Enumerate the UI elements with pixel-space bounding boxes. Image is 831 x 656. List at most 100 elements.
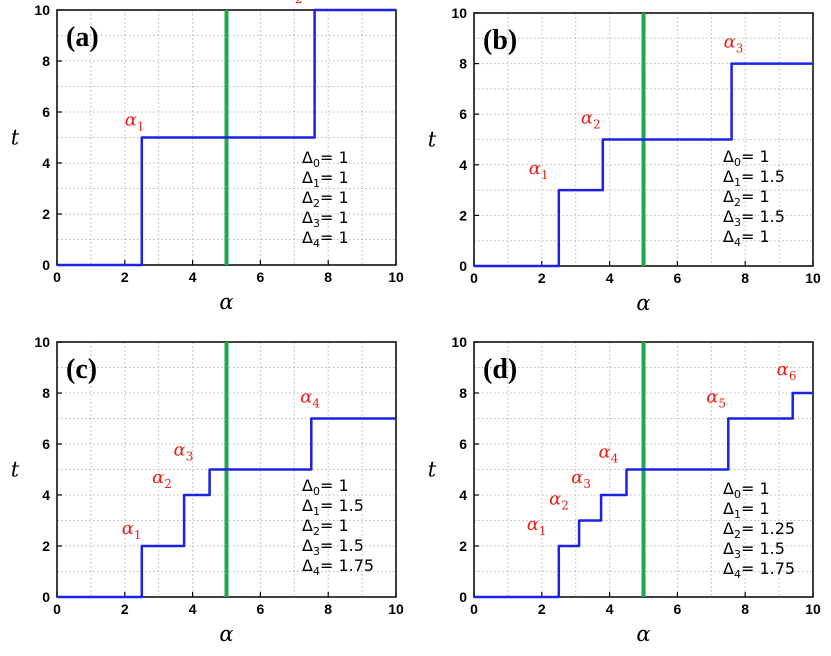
delta-parameter-0: Δ0= 1 [302,476,349,498]
y-tick-label: 2 [42,538,50,554]
alpha-label-4: α4 [300,387,320,411]
delta-parameter-1: Δ1= 1.5 [723,167,785,189]
delta-parameter-2: Δ2= 1 [302,516,349,538]
x-axis-label: α [219,290,233,314]
alpha-label-4: α4 [599,442,619,466]
delta-parameter-1: Δ1= 1 [302,168,349,190]
x-tick-label: 6 [257,269,265,285]
y-tick-label: 2 [459,538,467,554]
x-tick-label: 4 [606,601,614,617]
y-tick-label: 4 [42,487,50,503]
delta-parameter-4: Δ4= 1.75 [723,559,795,581]
delta-parameter-3: Δ3= 1.5 [723,207,785,229]
alpha-label-5: α5 [706,387,726,411]
x-tick-label: 2 [538,601,546,617]
delta-parameter-1: Δ1= 1 [723,499,770,521]
delta-parameter-2: Δ2= 1 [723,187,770,209]
alpha-label-3: α3 [571,467,591,491]
chart-panel-a: 0 2 4 6 8 10 0 2 4 6 8 10 α t (a) α1 α2 Δ0= 1Δ1= 1Δ2= 1Δ3… [11,0,404,314]
x-tick-label: 2 [121,269,129,285]
delta-parameter-4: Δ4= 1 [302,228,349,250]
delta-parameter-0: Δ0= 1 [302,148,349,170]
delta-parameter-4: Δ4= 1 [723,227,770,249]
step-series-line [57,8,396,267]
y-tick-label: 4 [459,157,467,173]
x-tick-label: 6 [674,270,682,286]
x-tick-label: 0 [470,270,478,286]
x-tick-label: 8 [741,601,749,617]
alpha-label-2: α2 [549,489,569,513]
y-tick-label: 6 [459,436,467,452]
y-tick-label: 6 [459,106,467,122]
y-axis-label: t [11,458,20,482]
y-axis-label: t [428,458,437,482]
x-tick-label: 10 [388,601,404,617]
x-tick-label: 10 [805,601,821,617]
x-tick-label: 8 [741,270,749,286]
panel-label: (d) [483,354,517,385]
delta-parameter-4: Δ4= 1.75 [302,556,374,578]
y-tick-label: 8 [459,385,467,401]
alpha-label-1: α1 [529,158,549,182]
x-tick-label: 4 [606,270,614,286]
delta-parameter-2: Δ2= 1.25 [723,519,795,541]
delta-parameter-0: Δ0= 1 [723,479,770,501]
y-tick-label: 0 [459,258,467,274]
y-tick-label: 2 [42,206,50,222]
y-tick-label: 6 [42,104,50,120]
y-tick-label: 0 [42,257,50,273]
chart-panel-b: 0 2 4 6 8 10 0 2 4 6 8 10 α t (b) α1 α2 α3 Δ0= 1Δ1= 1.5Δ2=… [428,5,821,315]
y-tick-label: 0 [459,589,467,605]
panel-label: (b) [483,25,517,56]
y-tick-label: 10 [451,5,467,21]
y-tick-label: 2 [459,207,467,223]
delta-parameter-0: Δ0= 1 [723,147,770,169]
y-tick-label: 6 [42,436,50,452]
delta-parameter-3: Δ3= 1.5 [723,539,785,561]
x-axis-label: α [636,291,650,315]
delta-parameter-3: Δ3= 1 [302,208,349,230]
alpha-label-2: α2 [581,108,601,132]
y-tick-label: 0 [42,589,50,605]
y-axis-label: t [11,126,20,150]
step-series-line [57,417,396,599]
x-axis-label: α [636,622,650,646]
x-tick-label: 8 [324,601,332,617]
alpha-label-1: α1 [125,110,145,134]
x-tick-label: 10 [388,269,404,285]
y-tick-label: 10 [34,2,50,18]
y-tick-label: 8 [42,53,50,69]
x-tick-label: 6 [257,601,265,617]
y-tick-label: 4 [459,487,467,503]
alpha-label-6: α6 [777,359,797,383]
y-axis-label: t [428,128,437,152]
alpha-label-2: α2 [152,467,172,491]
x-axis-label: α [219,622,233,646]
x-tick-label: 4 [189,269,197,285]
x-tick-label: 2 [538,270,546,286]
alpha-label-1: α1 [122,518,142,542]
alpha-label-2: α2 [283,0,303,6]
panel-label: (c) [66,354,97,385]
y-tick-label: 8 [459,56,467,72]
y-tick-label: 10 [34,334,50,350]
panel-label: (a) [66,22,99,53]
x-tick-label: 0 [53,601,61,617]
x-tick-label: 10 [805,270,821,286]
y-tick-label: 8 [42,385,50,401]
delta-parameter-3: Δ3= 1.5 [302,536,364,558]
x-tick-label: 8 [324,269,332,285]
delta-parameter-1: Δ1= 1.5 [302,496,364,518]
x-tick-label: 0 [470,601,478,617]
y-tick-label: 10 [451,334,467,350]
y-tick-label: 4 [42,155,50,171]
x-tick-label: 0 [53,269,61,285]
x-tick-label: 4 [189,601,197,617]
x-tick-label: 2 [121,601,129,617]
alpha-label-1: α1 [527,514,547,538]
step-series-line [474,391,813,599]
step-series-line [474,62,813,268]
